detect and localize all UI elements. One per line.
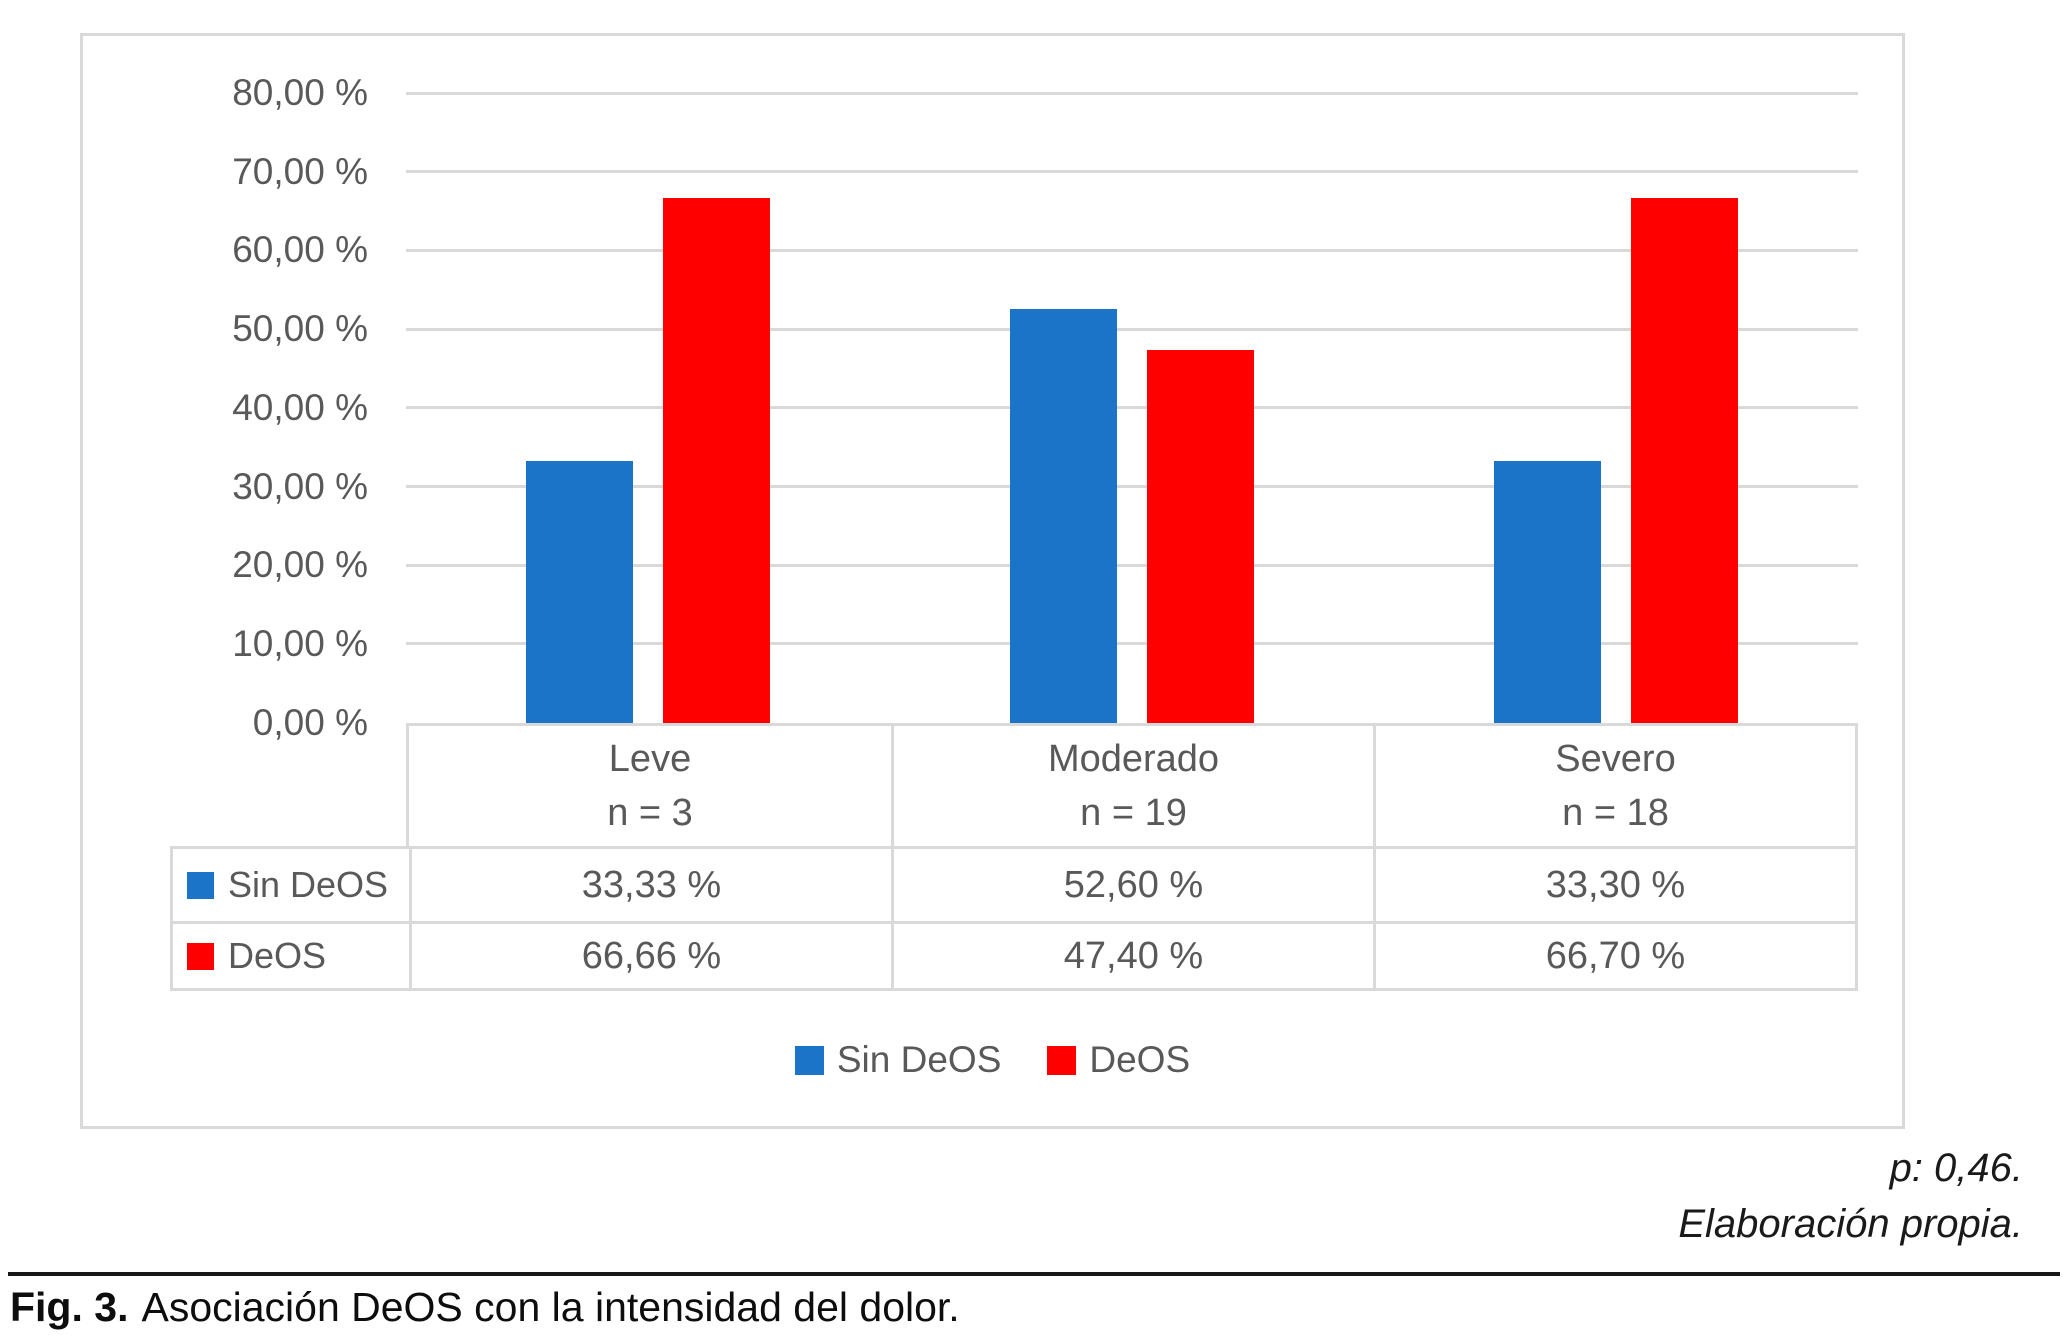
y-axis-tick-label: 20,00 % [232,544,368,585]
deos-color-swatch [187,942,214,970]
category-header-severo: Severo n = 18 [1373,726,1855,846]
figure-caption-text: Asociación DeOS con la intensidad del do… [141,1284,960,1330]
figure-caption-label: Fig. 3. [10,1284,129,1330]
category-n: n = 3 [607,792,693,834]
bar-sin-deos-moderado [1010,308,1117,723]
y-axis-tick-label: 10,00 % [232,623,368,664]
y-axis-tick-label: 30,00 % [232,466,368,507]
figure-caption: Fig. 3. Asociación DeOS con la intensidad… [10,1284,960,1331]
row-header-deos: DeOS [173,921,409,988]
legend-label: DeOS [1089,1039,1191,1080]
category-header-moderado: Moderado n = 19 [891,726,1373,846]
data-table-body: Sin DeOS 33,33 % 52,60 % 33,30 % DeOS 66… [170,846,1858,991]
gridline-50 [406,328,1858,331]
sin-deos-color-swatch [187,871,214,899]
legend-item-deos: DeOS [1047,1039,1190,1081]
category-header-leve: Leve n = 3 [409,726,891,846]
gridline-30 [406,485,1858,488]
y-axis-tick-label: 50,00 % [232,308,368,349]
bar-deos-severo [1631,197,1738,723]
series-name: DeOS [228,935,327,976]
y-axis-tick-label: 0,00 % [252,702,368,743]
p-value-note: p: 0,46. [1889,1146,2023,1190]
y-axis-tick-label: 80,00 % [232,72,368,113]
gridline-60 [406,249,1858,252]
data-table-header: Leve n = 3 Moderado n = 19 Severo n = 18 [406,723,1858,846]
table-cell-deos-leve: 66,66 % [409,921,891,988]
gridline-80 [406,92,1858,95]
y-axis-tick-label: 60,00 % [232,229,368,270]
chart-area: 80,00 % 70,00 % 60,00 % 50,00 % 40,00 % … [80,33,1905,1129]
bar-deos-moderado [1147,349,1254,723]
table-cell-sin-deos-severo: 33,30 % [1373,849,1855,921]
legend-item-sin-deos: Sin DeOS [794,1039,1002,1081]
table-cell-deos-moderado: 47,40 % [891,921,1373,988]
y-axis-tick-label: 40,00 % [232,387,368,428]
chart-legend: Sin DeOS DeOS [83,1039,1902,1081]
deos-legend-swatch [1047,1045,1077,1075]
gridline-40 [406,406,1858,409]
plot-area [406,93,1858,723]
category-label: Moderado [1047,738,1220,780]
category-n: n = 19 [1080,792,1187,834]
legend-label: Sin DeOS [836,1039,1002,1080]
sin-deos-legend-swatch [794,1045,824,1075]
row-header-sin-deos: Sin DeOS [173,849,409,921]
series-name: Sin DeOS [228,864,389,905]
category-label: Severo [1555,738,1676,780]
bar-sin-deos-severo [1494,460,1601,723]
source-note: Elaboración propia. [1678,1202,2023,1246]
gridline-10 [406,642,1858,645]
table-cell-sin-deos-moderado: 52,60 % [891,849,1373,921]
gridline-70 [406,170,1858,173]
category-n: n = 18 [1562,792,1669,834]
caption-divider [8,1272,2060,1276]
gridline-20 [406,564,1858,567]
y-axis-tick-label: 70,00 % [232,151,368,192]
bar-deos-leve [663,198,770,723]
category-label: Leve [608,738,692,780]
bar-sin-deos-leve [526,460,633,723]
table-cell-deos-severo: 66,70 % [1373,921,1855,988]
table-cell-sin-deos-leve: 33,33 % [409,849,891,921]
